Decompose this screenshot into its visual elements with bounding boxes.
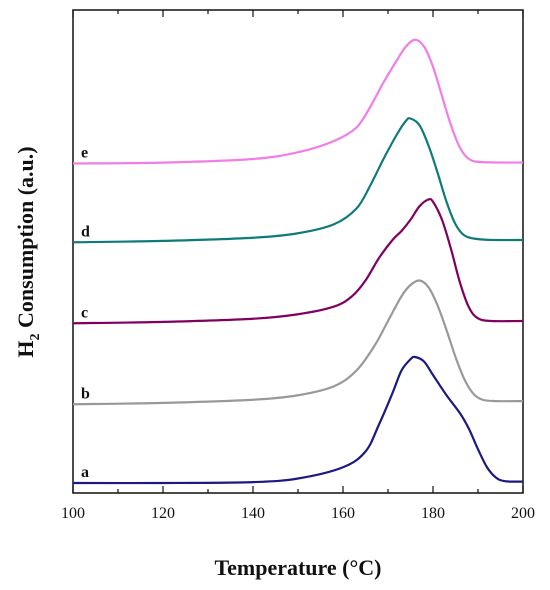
- series-label-d: d: [81, 223, 90, 240]
- y-axis-title-rest: Consumption (a.u.): [13, 146, 38, 333]
- series-label-c: c: [81, 304, 88, 321]
- series-label-e: e: [81, 145, 88, 162]
- x-tick-label: 100: [61, 505, 85, 522]
- x-tick-label: 200: [511, 505, 535, 522]
- series-line-e: [72, 38, 524, 165]
- series-label-a: a: [81, 464, 89, 481]
- series-labels: a b c d e: [81, 145, 90, 482]
- series-line-b: [72, 279, 524, 406]
- series-line-a: [72, 355, 524, 485]
- x-tick-label: 140: [241, 505, 265, 522]
- x-axis-title: Temperature (°C): [214, 555, 381, 580]
- tick-marks: [72, 10, 524, 493]
- y-axis-title-subscript: 2: [28, 333, 43, 340]
- series-line-d: [72, 117, 524, 244]
- series-lines: [72, 38, 524, 485]
- x-tick-label: 120: [151, 505, 175, 522]
- x-tick-labels: 100 120 140 160 180 200: [61, 505, 535, 522]
- x-tick-label: 180: [421, 505, 445, 522]
- series-line-c: [72, 197, 524, 325]
- series-label-b: b: [81, 385, 90, 402]
- x-tick-label: 160: [331, 505, 355, 522]
- y-axis-title-main: H: [13, 340, 38, 357]
- y-axis-title: H2 Consumption (a.u.): [13, 146, 43, 357]
- plot-frame: [72, 9, 524, 494]
